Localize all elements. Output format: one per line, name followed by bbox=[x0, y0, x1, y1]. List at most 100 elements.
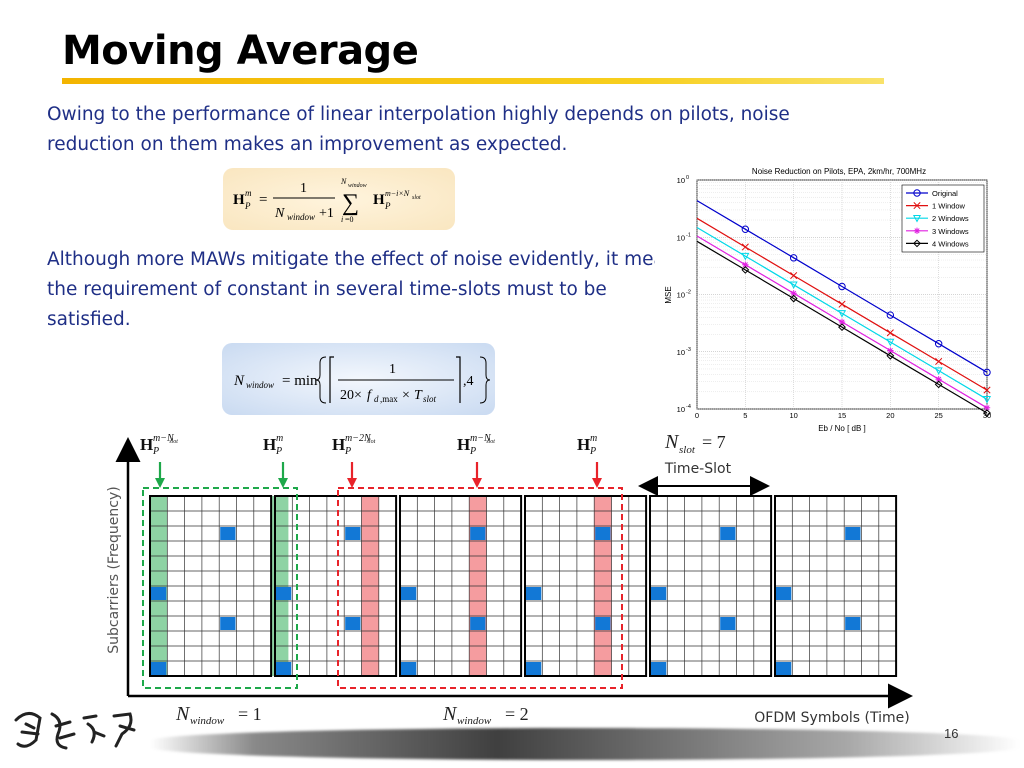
pilot-arrow-head bbox=[592, 478, 602, 488]
data-point-triangle bbox=[982, 396, 992, 404]
x-tick-label: 30 bbox=[983, 411, 991, 420]
y-axis-label: MSE bbox=[664, 286, 673, 303]
series-line bbox=[696, 226, 988, 400]
svg-text:=0: =0 bbox=[345, 215, 354, 224]
pilot-label-h: H bbox=[140, 435, 153, 454]
pilot-symbol bbox=[595, 617, 611, 630]
x-tick-label: 5 bbox=[743, 411, 747, 420]
data-point-circle bbox=[789, 254, 798, 262]
pilot-label: H Pm bbox=[263, 433, 288, 488]
nwindow1-symbol: N bbox=[175, 703, 191, 725]
legend-label: 2 Windows bbox=[932, 214, 969, 223]
data-point-triangle bbox=[886, 338, 895, 347]
legend-entry: Original bbox=[906, 189, 958, 198]
data-point-circle bbox=[838, 282, 846, 291]
legend-label: 3 Windows bbox=[932, 227, 969, 236]
svg-text:P: P bbox=[384, 201, 391, 211]
data-point-star bbox=[790, 290, 797, 297]
pilot-label-superscript: m−N bbox=[153, 433, 175, 444]
data-point-circle bbox=[886, 311, 895, 319]
legend-label: 4 Windows bbox=[932, 239, 969, 248]
pilot-label-superscript-sub: slot bbox=[169, 439, 178, 445]
y-tick-base: 10 bbox=[677, 291, 685, 300]
y-tick-base: 10 bbox=[677, 348, 685, 357]
data-point-diamond bbox=[741, 265, 750, 274]
legend-entry: 2 Windows bbox=[906, 214, 969, 223]
svg-text:,4: ,4 bbox=[463, 374, 474, 389]
svg-text:=: = bbox=[259, 192, 267, 208]
pilot-arrow-head bbox=[347, 478, 357, 488]
svg-text:P: P bbox=[244, 201, 251, 211]
svg-text:window: window bbox=[287, 212, 315, 222]
nwindow2-symbol: N bbox=[442, 703, 458, 725]
moving-average-equation: H m P = 1 N window +1 N window ∑ i =0 H … bbox=[223, 168, 455, 230]
paragraph-linear-interpolation: Owing to the performance of linear inter… bbox=[47, 104, 790, 155]
title-underline bbox=[62, 78, 884, 84]
time-slot-block bbox=[774, 495, 898, 677]
pilot-symbol bbox=[845, 527, 861, 540]
x-tick-label: 15 bbox=[838, 411, 846, 420]
data-point-star bbox=[838, 318, 846, 326]
x-axis-label: Eb / No [ dB ] bbox=[818, 424, 866, 433]
svg-text:1: 1 bbox=[389, 362, 396, 377]
y-tick-exponent: -3 bbox=[686, 347, 691, 353]
series-1-window bbox=[696, 217, 991, 394]
time-slot-block bbox=[649, 495, 773, 677]
nslot-value: = 7 bbox=[702, 432, 726, 452]
svg-text:window: window bbox=[246, 380, 274, 390]
subcarriers-axis-label: Subcarriers (Frequency) bbox=[106, 486, 122, 653]
svg-text:1: 1 bbox=[300, 181, 307, 196]
time-slot-block bbox=[149, 495, 273, 677]
nwindow1-subscript: window bbox=[190, 715, 225, 727]
chart-title: Noise Reduction on Pilots, EPA, 2km/hr, … bbox=[752, 167, 926, 176]
time-slot-block bbox=[274, 495, 398, 677]
y-tick-exponent: -2 bbox=[686, 290, 691, 296]
svg-text:T: T bbox=[414, 388, 423, 403]
pilot-symbol bbox=[276, 587, 292, 600]
data-point-circle bbox=[983, 368, 991, 377]
legend-label: 1 Window bbox=[932, 202, 966, 211]
y-tick-exponent: 0 bbox=[686, 175, 689, 181]
y-tick-base: 10 bbox=[677, 233, 685, 242]
pilot-symbol bbox=[526, 587, 542, 600]
nwindow1-value: = 1 bbox=[238, 704, 262, 724]
pilot-symbol bbox=[720, 617, 736, 630]
data-point-x bbox=[913, 202, 921, 210]
svg-text:f: f bbox=[367, 388, 373, 403]
svg-text:i: i bbox=[341, 215, 343, 224]
svg-text:∑: ∑ bbox=[342, 190, 359, 216]
page-number: 16 bbox=[944, 726, 959, 741]
y-tick-exponent: -1 bbox=[686, 232, 691, 238]
pilot-label-h: H bbox=[263, 435, 276, 454]
svg-text:= min: = min bbox=[282, 373, 318, 389]
window-2-box bbox=[337, 487, 623, 689]
svg-text:slot: slot bbox=[412, 195, 421, 201]
legend-entry: 4 Windows bbox=[906, 239, 969, 248]
pilot-symbol bbox=[151, 587, 167, 600]
y-tick-base: 10 bbox=[677, 405, 685, 414]
time-slot-block bbox=[399, 495, 523, 677]
pilot-symbol bbox=[651, 662, 667, 675]
pilot-symbol bbox=[776, 662, 792, 675]
data-point-x bbox=[935, 357, 943, 366]
data-point-star bbox=[887, 347, 894, 354]
window-1-box bbox=[142, 487, 298, 689]
pilot-label-h: H bbox=[577, 435, 590, 454]
pilot-label-h: H bbox=[457, 435, 470, 454]
pilot-symbol bbox=[151, 662, 167, 675]
data-point-triangle bbox=[789, 281, 798, 290]
y-tick-base: 10 bbox=[677, 176, 685, 185]
pilot-arrow-head bbox=[278, 478, 288, 488]
pilot-symbol bbox=[345, 527, 361, 540]
pilot-symbol bbox=[720, 527, 736, 540]
series-3-windows bbox=[696, 235, 991, 411]
nslot-symbol: N bbox=[664, 431, 680, 453]
legend-entry: 3 Windows bbox=[906, 227, 969, 236]
data-point-diamond bbox=[838, 323, 846, 332]
slide-title: Moving Average bbox=[62, 28, 419, 74]
data-point-x bbox=[838, 300, 846, 308]
pilot-symbol bbox=[345, 617, 361, 630]
y-tick-exponent: -4 bbox=[686, 404, 691, 410]
